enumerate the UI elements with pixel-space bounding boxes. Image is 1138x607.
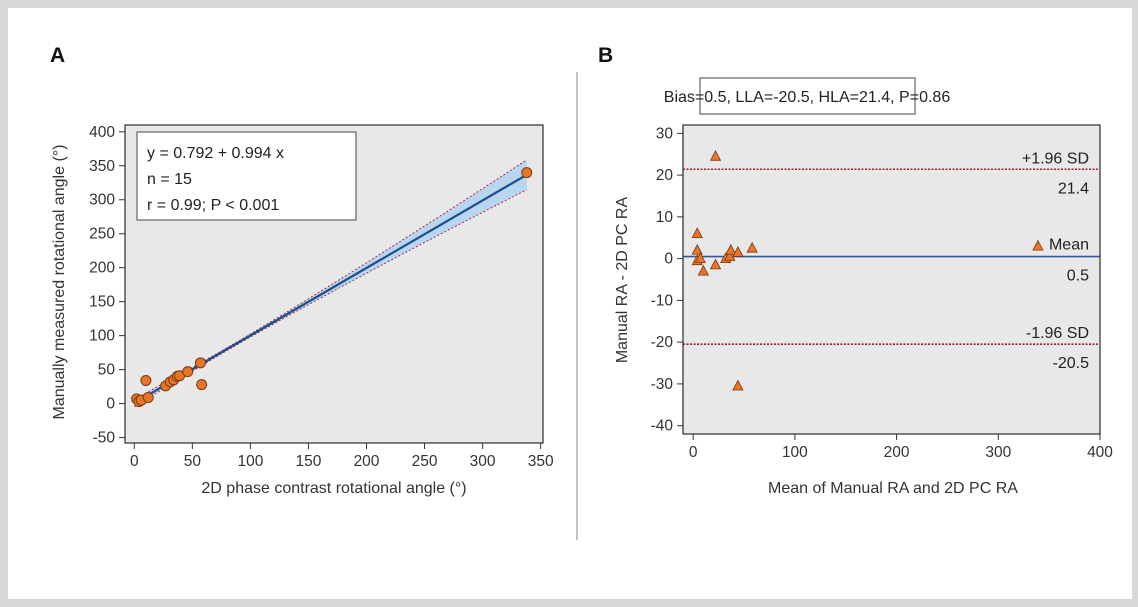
x-tick-label-a: 100 [237, 453, 263, 470]
data-points-a [131, 167, 533, 408]
axis-ticks-b: 0 100 200 300 400 -40 -30 -20 -10 0 10 20 30 [651, 125, 1114, 461]
data-point-b [709, 149, 722, 161]
x-tick-label-a: 50 [184, 453, 202, 470]
y-tick-label-b: 20 [656, 167, 674, 184]
y-tick-label-a: 100 [89, 328, 115, 345]
upper-limit-label: +1.96 SD [1022, 150, 1089, 167]
data-point-b [694, 252, 706, 264]
stats-equation: y = 0.792 + 0.994 x [147, 145, 284, 162]
x-tick-label-a: 350 [528, 453, 554, 470]
data-point-a [140, 374, 152, 386]
y-tick-label-a: 300 [89, 192, 115, 209]
mean-value: 0.5 [1067, 268, 1089, 285]
mean-label: Mean [1049, 237, 1089, 254]
ci-upper-bound [134, 159, 527, 400]
y-tick-label-a: 400 [89, 124, 115, 141]
stats-n: n = 15 [147, 171, 192, 188]
agreement-lines-b: +1.96 SD 21.4 Mean 0.5 -1.96 SD -20.5 [683, 150, 1100, 372]
x-tick-label-b: 300 [985, 444, 1011, 461]
y-tick-label-b: 30 [656, 125, 674, 142]
bias-title: Bias=0.5, LLA=-20.5, HLA=21.4, P=0.86 [664, 89, 951, 106]
x-tick-label-b: 0 [689, 444, 698, 461]
data-point-b [725, 243, 737, 255]
chart-a: 0 50 100 150 200 250 300 350 -50 0 50 100 150 200 250 3… [51, 124, 554, 497]
data-point-b [746, 241, 758, 253]
y-tick-label-a: -50 [93, 430, 116, 447]
data-point-b [691, 243, 703, 255]
y-tick-label-a: 200 [89, 260, 115, 277]
data-point-b [697, 264, 710, 276]
y-tick-label-b: -40 [651, 418, 674, 435]
data-point-b [1032, 239, 1044, 251]
data-point-b [691, 227, 703, 238]
plot-border-b [682, 124, 1101, 435]
data-point-a [521, 167, 533, 179]
data-point-b [709, 258, 722, 270]
lower-limit-value: -20.5 [1053, 355, 1090, 372]
data-point-a [142, 391, 154, 403]
plot-area-b [683, 125, 1100, 434]
y-tick-label-a: 350 [89, 158, 115, 175]
y-axis-title-b: Manual RA - 2D PC RA [614, 197, 631, 364]
panel-letter-a: A [50, 44, 65, 67]
chart-b: Bias=0.5, LLA=-20.5, HLA=21.4, P=0.86 0 1… [614, 77, 1114, 497]
x-tick-label-b: 200 [884, 444, 910, 461]
y-tick-label-a: 250 [89, 226, 115, 243]
x-tick-label-b: 100 [782, 444, 808, 461]
upper-limit-value: 21.4 [1058, 180, 1089, 197]
x-tick-label-a: 0 [130, 453, 139, 470]
panel-letter-b: B [598, 44, 613, 67]
y-tick-label-a: 50 [98, 362, 116, 379]
plot-border-a [124, 124, 544, 444]
stats-r: r = 0.99; P < 0.001 [147, 197, 279, 214]
y-tick-label-a: 0 [106, 396, 115, 413]
x-tick-label-b: 400 [1087, 444, 1113, 461]
data-point-b [732, 245, 744, 257]
y-tick-label-b: -30 [651, 376, 674, 393]
y-tick-label-a: 150 [89, 294, 115, 311]
data-point-b [732, 379, 744, 391]
bias-title-box [699, 77, 916, 115]
y-tick-label-b: -20 [651, 334, 674, 351]
x-tick-label-a: 300 [470, 453, 496, 470]
data-point-a [182, 366, 194, 378]
x-tick-label-a: 150 [296, 453, 322, 470]
y-axis-title-a: Manually measured rotational angle (°) [51, 145, 68, 420]
y-tick-label-b: 10 [656, 209, 674, 226]
x-axis-title-b: Mean of Manual RA and 2D PC RA [768, 480, 1018, 497]
data-points-b [691, 149, 1044, 391]
x-tick-label-a: 250 [412, 453, 438, 470]
lower-limit-label: -1.96 SD [1026, 325, 1089, 342]
x-tick-label-a: 200 [354, 453, 380, 470]
x-axis-title-a: 2D phase contrast rotational angle (°) [201, 480, 466, 497]
data-point-a [196, 379, 208, 391]
axis-ticks-a: 0 50 100 150 200 250 300 350 -50 0 50 100 150 200 250 3… [89, 124, 554, 470]
stats-box-a [136, 131, 357, 221]
y-tick-label-b: 0 [664, 251, 673, 268]
data-point-b [724, 250, 736, 261]
data-point-a [194, 357, 206, 369]
y-tick-label-b: -10 [651, 292, 674, 309]
